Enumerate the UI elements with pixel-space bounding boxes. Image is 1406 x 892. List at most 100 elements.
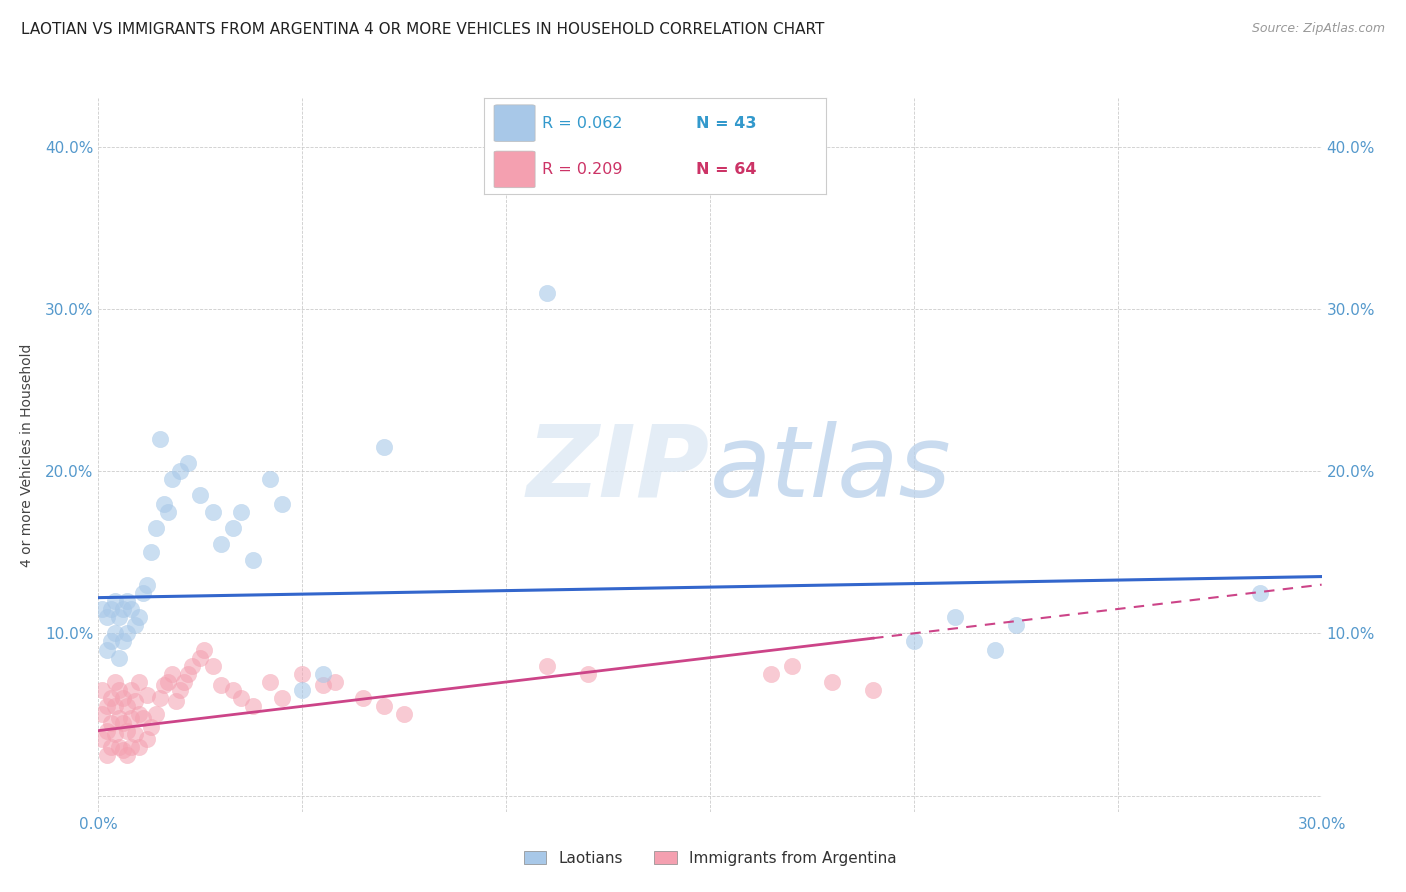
Point <box>222 521 245 535</box>
Text: Source: ZipAtlas.com: Source: ZipAtlas.com <box>1251 22 1385 36</box>
Point <box>259 675 281 690</box>
Point <box>193 642 215 657</box>
Point <box>136 731 159 746</box>
Point <box>104 727 127 741</box>
Point <box>373 699 395 714</box>
Point <box>177 456 200 470</box>
Point <box>111 634 134 648</box>
Point <box>120 683 142 698</box>
Point <box>96 723 118 738</box>
Point <box>270 691 294 706</box>
Point <box>128 675 150 690</box>
Point <box>111 715 134 730</box>
Point <box>96 642 118 657</box>
Point <box>124 694 146 708</box>
Point <box>136 688 159 702</box>
Point <box>222 683 245 698</box>
Point <box>169 683 191 698</box>
Point <box>141 720 163 734</box>
Point <box>312 678 335 692</box>
Point <box>104 594 127 608</box>
Point <box>156 505 179 519</box>
Point <box>100 602 122 616</box>
Point <box>209 678 232 692</box>
Text: ZIP: ZIP <box>527 421 710 517</box>
Point <box>128 707 150 722</box>
Point <box>576 666 599 681</box>
Point <box>173 675 195 690</box>
Point <box>259 472 281 486</box>
Point <box>536 285 558 300</box>
Point <box>352 691 374 706</box>
Point <box>91 602 114 616</box>
Point <box>100 691 122 706</box>
Point <box>111 602 134 616</box>
Point <box>115 723 138 738</box>
Point <box>111 743 134 757</box>
Point <box>104 699 127 714</box>
Point <box>169 464 191 478</box>
Point <box>108 650 131 665</box>
Point <box>1249 586 1271 600</box>
Point <box>903 634 925 648</box>
Point <box>160 666 183 681</box>
Point <box>96 747 118 762</box>
Point <box>132 586 155 600</box>
Point <box>145 521 167 535</box>
Point <box>291 683 314 698</box>
Point <box>128 739 150 754</box>
Point <box>111 691 134 706</box>
Point <box>108 610 131 624</box>
Point <box>149 432 172 446</box>
Point <box>231 505 253 519</box>
Point <box>270 497 294 511</box>
Point <box>152 497 174 511</box>
Point <box>115 594 138 608</box>
Point <box>201 505 224 519</box>
Point <box>124 727 146 741</box>
Point <box>291 666 314 681</box>
Point <box>188 488 212 502</box>
Point <box>209 537 232 551</box>
Point <box>115 699 138 714</box>
Point <box>108 711 131 725</box>
Point <box>242 699 264 714</box>
Point <box>96 699 118 714</box>
Point <box>188 650 212 665</box>
Point <box>152 678 174 692</box>
Point <box>100 739 122 754</box>
Point <box>145 707 167 722</box>
Point <box>984 642 1007 657</box>
Point <box>91 683 114 698</box>
Point <box>120 711 142 725</box>
Point <box>761 666 783 681</box>
Point <box>536 658 558 673</box>
Point <box>231 691 253 706</box>
Point <box>373 440 395 454</box>
Point <box>108 739 131 754</box>
Y-axis label: 4 or more Vehicles in Household: 4 or more Vehicles in Household <box>20 343 34 566</box>
Point <box>780 658 803 673</box>
Point <box>156 675 179 690</box>
Point <box>141 545 163 559</box>
Point <box>201 658 224 673</box>
Point <box>124 618 146 632</box>
Point <box>91 731 114 746</box>
Point <box>132 711 155 725</box>
Point <box>104 626 127 640</box>
Point <box>1004 618 1026 632</box>
Text: atlas: atlas <box>710 421 952 517</box>
Point <box>181 658 204 673</box>
Point <box>100 634 122 648</box>
Point <box>312 666 335 681</box>
Point <box>120 739 142 754</box>
Point <box>96 610 118 624</box>
Legend: Laotians, Immigrants from Argentina: Laotians, Immigrants from Argentina <box>517 845 903 871</box>
Point <box>100 715 122 730</box>
Point <box>149 691 172 706</box>
Point <box>136 577 159 591</box>
Point <box>177 666 200 681</box>
Point <box>165 694 187 708</box>
Point <box>104 675 127 690</box>
Point <box>323 675 346 690</box>
